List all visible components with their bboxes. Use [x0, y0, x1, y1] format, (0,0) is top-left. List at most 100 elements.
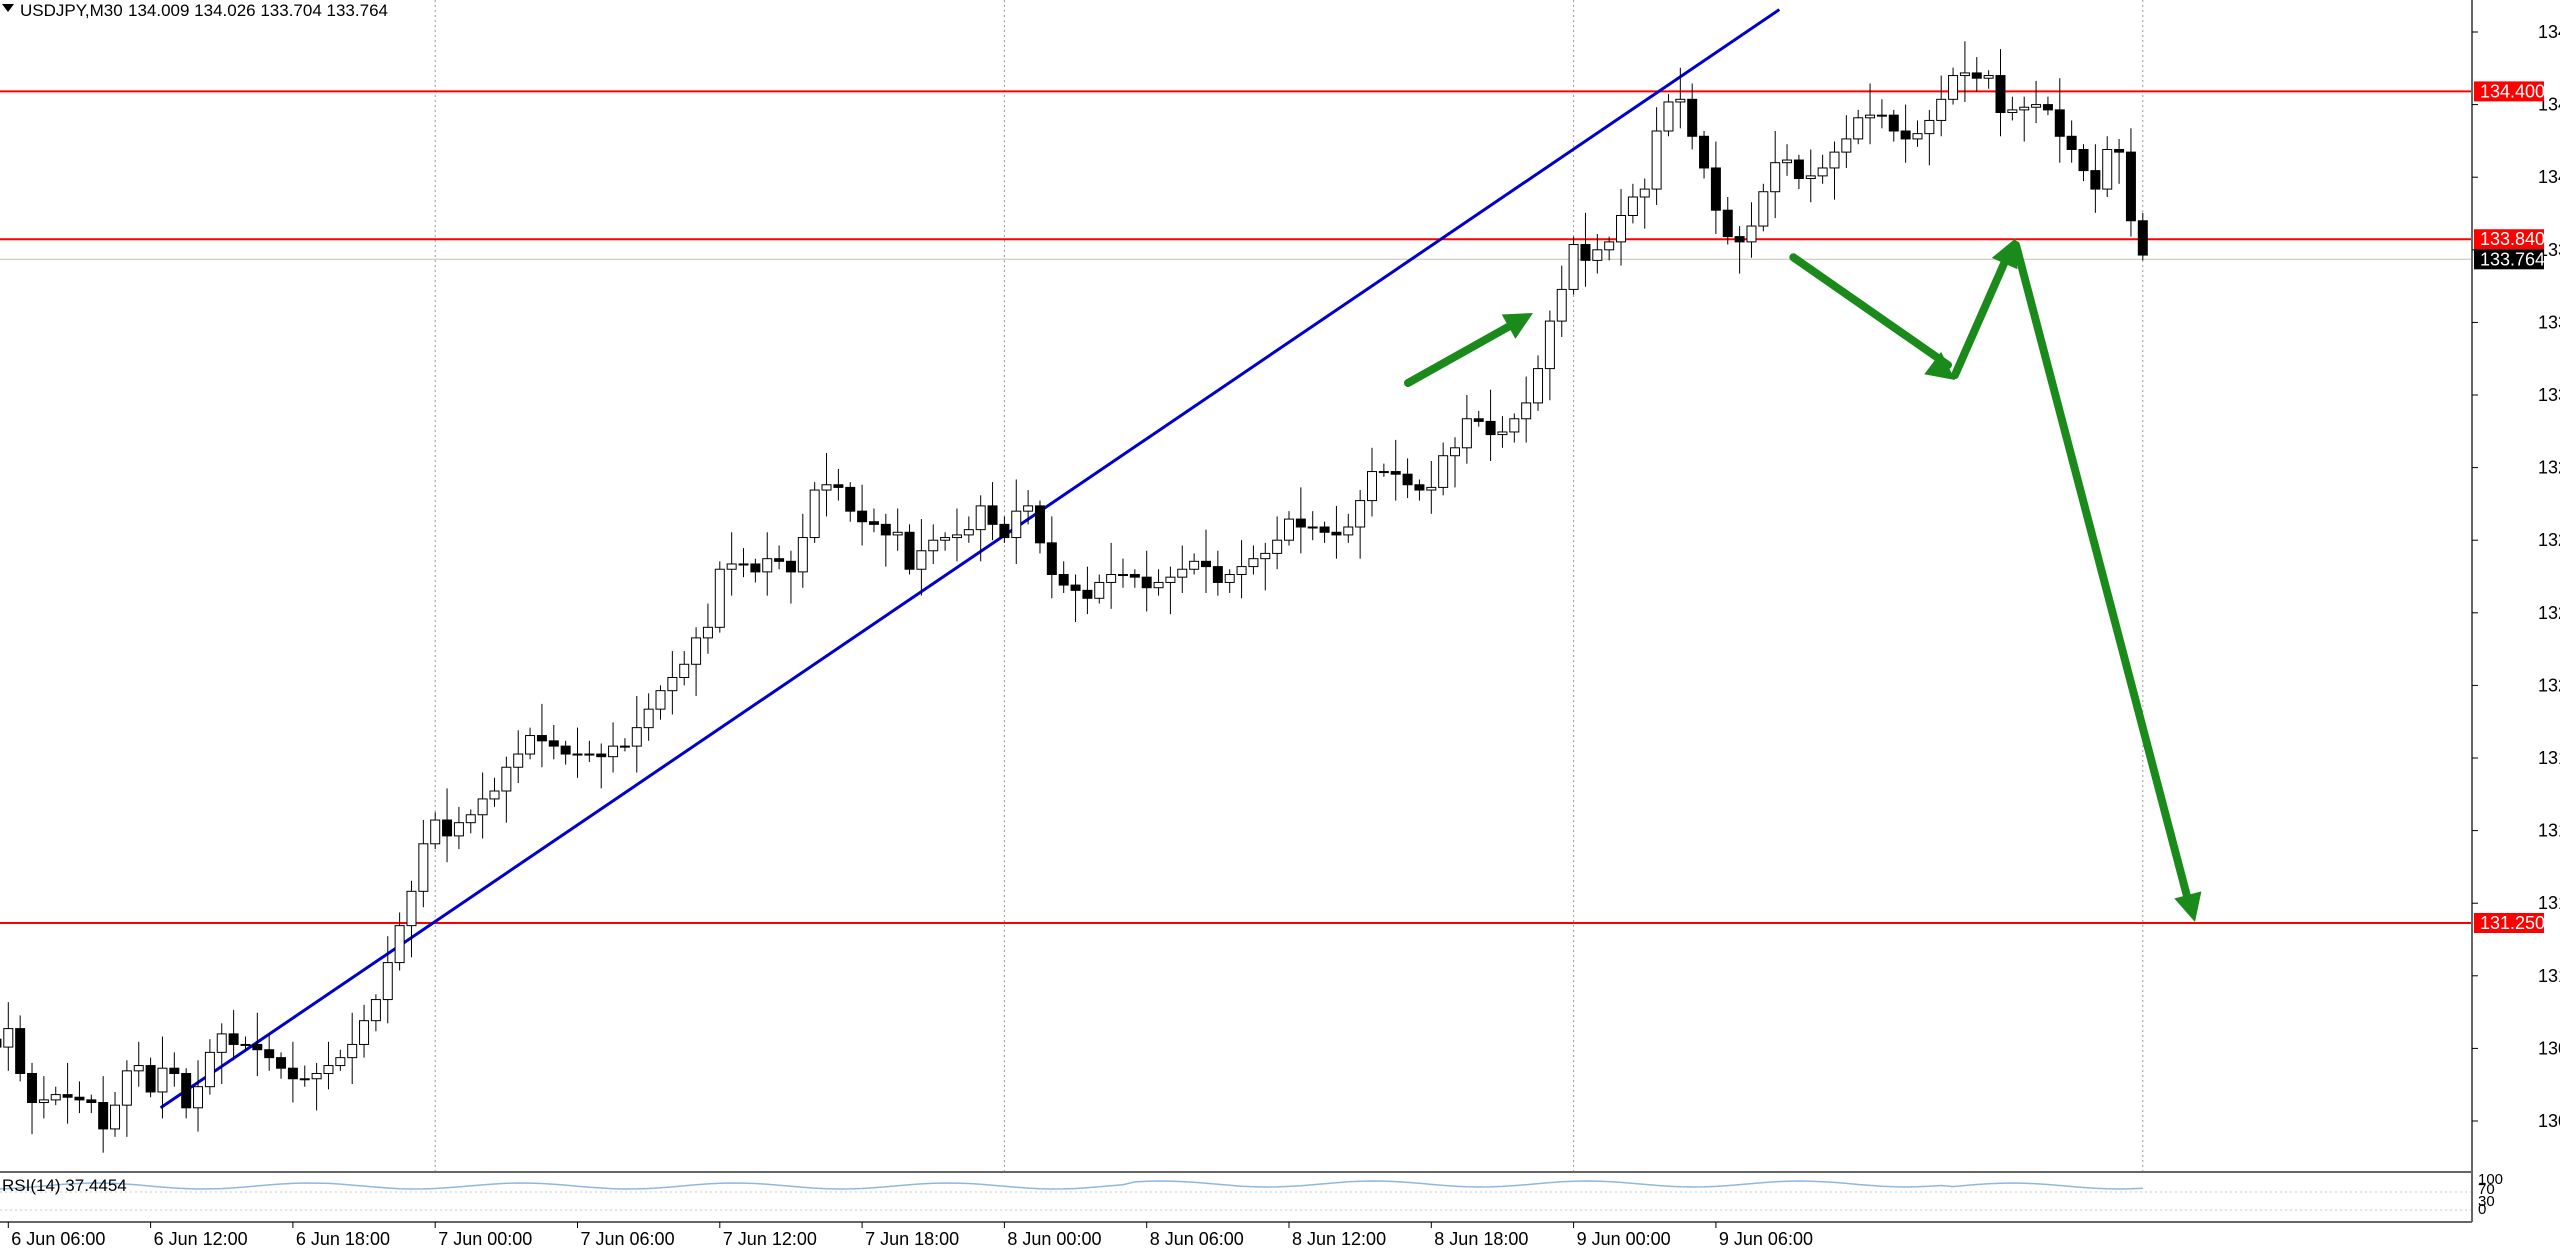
arrow-head	[1991, 238, 2018, 270]
candle	[1699, 131, 1710, 179]
candle	[525, 727, 536, 760]
candle	[347, 1012, 358, 1085]
arrow-head	[1924, 351, 1955, 380]
candle	[1473, 410, 1484, 427]
candle	[157, 1036, 168, 1119]
candle	[1948, 67, 1959, 105]
rsi-scale-label: 100	[2478, 1171, 2503, 1188]
arrow-down-first[interactable]	[1789, 253, 1952, 369]
candle	[1023, 490, 1034, 525]
candle	[1284, 511, 1294, 546]
candle	[121, 1060, 132, 1137]
time-tick-label: 6 Jun 18:00	[296, 1229, 390, 1249]
candle	[1758, 183, 1769, 232]
price-axis[interactable]: 134.625134.350134.075133.800133.525133.2…	[2472, 22, 2560, 1131]
candle	[1675, 67, 1686, 129]
candle	[928, 524, 939, 564]
candle	[596, 743, 607, 789]
candle	[762, 532, 773, 596]
candle	[1663, 94, 1674, 137]
candle	[1034, 500, 1045, 554]
candle	[110, 1091, 121, 1137]
candle	[394, 912, 405, 971]
candle	[774, 545, 785, 570]
candle	[1165, 566, 1176, 615]
price-tick-label: 132.425	[2538, 603, 2560, 623]
candle	[2078, 144, 2089, 182]
price-tick-label: 133.250	[2538, 385, 2560, 405]
candle	[204, 1039, 215, 1095]
candle	[1639, 178, 1650, 229]
arrow-up-second[interactable]	[1951, 246, 2014, 379]
arrow-up-small[interactable]	[1404, 323, 1512, 387]
time-tick-label: 7 Jun 12:00	[723, 1229, 817, 1249]
rsi-line	[0, 1180, 2143, 1190]
candle	[1367, 447, 1378, 517]
price-tag-label: 131.250	[2480, 913, 2545, 933]
ohlc-readout: 134.009 134.026 133.704 133.764	[128, 1, 388, 20]
plot-area[interactable]	[0, 0, 2472, 1172]
candle	[2102, 136, 2113, 197]
candle	[169, 1052, 180, 1087]
price-tick-label: 130.775	[2538, 1038, 2560, 1058]
price-tick-label: 134.075	[2538, 167, 2560, 187]
candle	[1710, 141, 1721, 234]
candle	[1793, 154, 1804, 190]
candle	[1106, 542, 1117, 609]
candle	[1343, 513, 1354, 543]
price-tick-label: 131.875	[2538, 748, 2560, 768]
candle	[785, 550, 796, 604]
arrow-down-long[interactable]	[2012, 241, 2192, 904]
candle	[1177, 545, 1188, 593]
candle	[465, 809, 476, 834]
candle	[86, 1094, 97, 1114]
candle	[904, 524, 915, 575]
candle	[1307, 511, 1318, 541]
time-tick-label: 7 Jun 18:00	[865, 1229, 959, 1249]
candle	[691, 627, 702, 696]
time-tick-label: 9 Jun 00:00	[1577, 1229, 1671, 1249]
candle	[809, 482, 820, 543]
price-tick-label: 131.050	[2538, 966, 2560, 986]
forecast-arrows[interactable]	[1404, 238, 2202, 922]
candle	[453, 806, 464, 850]
candle	[655, 685, 666, 720]
candle	[50, 1086, 61, 1106]
candle	[1829, 141, 1840, 200]
day-separator-lines	[434, 0, 2144, 1222]
candle	[1544, 310, 1555, 401]
price-tag	[2474, 913, 2544, 933]
time-tick-label: 6 Jun 06:00	[11, 1229, 105, 1249]
candle	[1580, 212, 1591, 287]
candle	[1509, 413, 1520, 443]
candle	[2114, 138, 2125, 184]
candle	[1995, 49, 2006, 137]
time-tick-label: 9 Jun 06:00	[1719, 1229, 1813, 1249]
candle	[738, 548, 749, 578]
candle	[951, 508, 962, 562]
candle	[1533, 355, 1544, 411]
price-tag-label: 133.840	[2480, 229, 2545, 249]
candle	[1046, 516, 1057, 599]
time-tick-label: 8 Jun 12:00	[1292, 1229, 1386, 1249]
candle	[1200, 529, 1211, 593]
candle	[1331, 505, 1342, 559]
candle	[287, 1041, 298, 1103]
time-axis[interactable]: 6 Jun 20226 Jun 06:006 Jun 12:006 Jun 18…	[0, 1222, 1813, 1249]
price-tag-label: 133.764	[2480, 249, 2545, 269]
candle	[2019, 96, 2030, 142]
candle	[1936, 75, 1947, 137]
menu-triangle-icon[interactable]	[2, 4, 14, 12]
candle	[145, 1057, 156, 1098]
candle	[536, 703, 547, 768]
candle	[3, 1002, 14, 1071]
candle	[1141, 550, 1152, 612]
candle	[560, 740, 571, 765]
price-tag	[2474, 229, 2544, 250]
candle	[1011, 479, 1022, 564]
trend-line[interactable]	[159, 8, 1781, 1110]
candle	[2125, 128, 2136, 237]
rsi-panel[interactable]	[0, 1173, 2472, 1222]
candle	[548, 725, 559, 760]
